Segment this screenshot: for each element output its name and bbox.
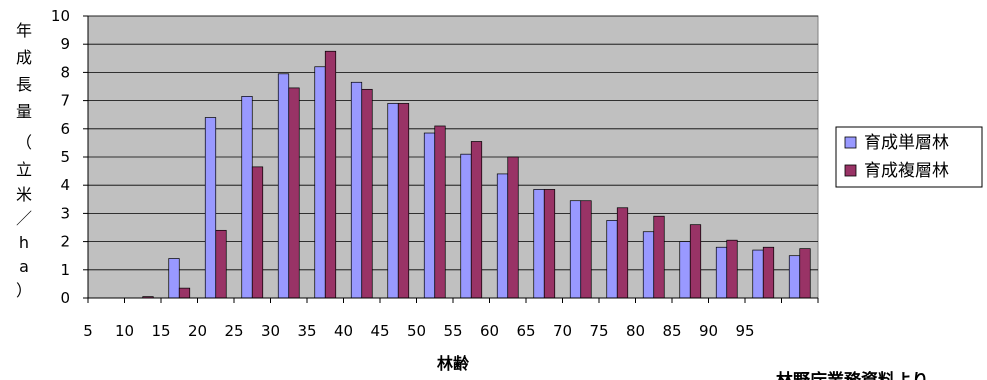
x-tick-label: 10 [115,322,134,340]
x-tick-label: 55 [443,322,462,340]
y-tick-label: 3 [60,204,70,222]
bar-multi-17 [726,239,738,299]
bar-multi-19 [799,248,811,299]
y-tick-label: 8 [60,63,70,81]
y-axis-label-char: 米 [16,185,32,204]
y-axis-label-char: 長 [16,75,32,94]
y-axis-label-char: 年 [16,21,32,40]
x-tick-label: 15 [151,322,170,340]
legend-swatch [844,136,857,149]
y-tick-label: 6 [60,120,70,138]
x-tick-labels: 5 10 15 20 25 30 35 40 45 50 55 60 65 70 75 80 85 90 95 [83,322,754,340]
x-tick-label: 80 [626,322,645,340]
bar-multi-6 [324,50,337,299]
bar-multi-18 [762,246,775,299]
bar-single-17 [715,246,728,299]
bar-multi-4 [251,166,264,299]
x-tick-label: 35 [297,322,316,340]
bar-multi-2 [178,287,191,299]
x-tick-label: 40 [334,322,353,340]
x-axis-label: 林齢 [437,354,470,373]
y-tick-labels: 0 1 2 3 4 5 6 7 8 9 10 [51,7,70,307]
legend-swatch [844,164,857,177]
bar-multi-15 [653,215,665,299]
bar-single-7 [350,81,363,299]
bar-single-12 [533,189,545,299]
y-tick-label: 9 [60,35,70,53]
bar-single-4 [241,96,253,299]
x-tick-label: 60 [480,322,499,340]
y-tick-label: 2 [60,233,70,251]
bar-single-9 [423,132,436,299]
y-axis-label-char: 立 [16,160,32,179]
bar-multi-16 [689,224,702,299]
bar-single-19 [788,255,801,299]
bar-single-8 [387,103,399,299]
bar-multi-10 [470,141,483,299]
bar-multi-11 [507,156,519,299]
bar-single-2 [168,258,180,299]
bar-multi-7 [361,88,373,299]
bar-single-13 [569,200,582,299]
x-tick-label: 70 [553,322,572,340]
bar-single-16 [679,241,691,299]
y-tick-label: 10 [51,7,70,25]
bar-multi-13 [580,200,592,299]
legend-entry: 育成単層林 [864,133,949,153]
source-note: 林野庁業務資料より [776,370,929,380]
y-axis-label-char: （ [16,133,32,152]
y-tick-label: 5 [60,148,70,166]
bar-multi-9 [434,125,446,299]
bar-multi-14 [616,207,629,299]
y-axis-label-char: 成 [16,48,32,67]
y-axis-label-char: ） [16,281,32,300]
x-tick-label: 90 [699,322,718,340]
bar-single-15 [642,231,655,299]
y-tick-label: 1 [60,261,70,279]
bar-multi-8 [397,103,410,299]
legend-entry: 育成複層林 [864,161,949,181]
bar-single-14 [606,220,618,299]
x-tick-label: 95 [735,322,754,340]
bar-single-10 [460,153,472,299]
x-tick-label: 30 [261,322,280,340]
bar-multi-3 [215,229,227,299]
y-tick-label: 4 [60,176,70,194]
x-tick-label: 75 [589,322,608,340]
bars [142,50,811,299]
bar-single-6 [314,66,326,299]
x-tick-label: 25 [224,322,243,340]
y-axis-label-char: a [19,257,29,276]
x-tick-label: 5 [83,322,93,340]
y-tick-label: 7 [60,92,70,110]
y-axis-label-char: h [19,233,29,252]
y-axis-label-char: 量 [16,102,32,121]
y-axis-label-char: ／ [16,209,32,228]
x-tick-label: 50 [407,322,426,340]
legend-box [835,126,983,188]
bar-multi-5 [288,87,300,299]
bar-single-11 [496,173,509,299]
axes [83,15,819,303]
x-tick-label: 20 [188,322,207,340]
x-tick-label: 85 [662,322,681,340]
bar-multi-12 [543,189,556,299]
bar-single-18 [752,249,764,299]
x-tick-label: 45 [370,322,389,340]
bar-single-5 [277,73,290,299]
x-tick-label: 65 [516,322,535,340]
bar-single-3 [204,117,217,299]
y-tick-label: 0 [60,289,70,307]
